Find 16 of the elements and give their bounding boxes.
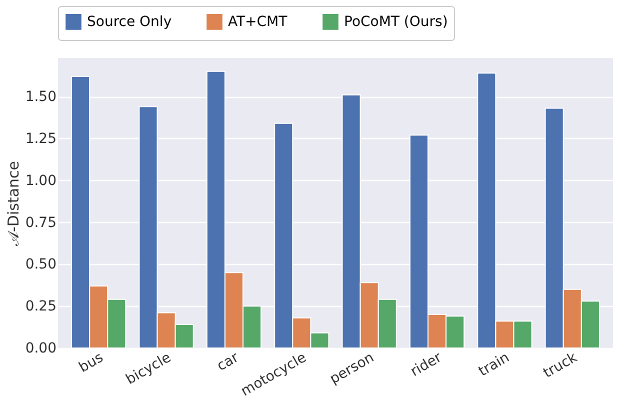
- y-tick-label: 0.25: [25, 298, 56, 315]
- y-tick-label: 0.00: [25, 340, 56, 356]
- legend-label: AT+CMT: [228, 14, 288, 30]
- y-tick-label: 0.50: [25, 256, 56, 273]
- y-tick-label: 1.25: [25, 130, 56, 147]
- legend-label: Source Only: [87, 14, 172, 30]
- x-tick-label: bus: [76, 350, 106, 376]
- y-tick-label: 1.50: [25, 89, 56, 106]
- x-tick-label: truck: [540, 349, 581, 382]
- x-tick-label: rider: [408, 350, 445, 380]
- y-axis-title: 𝒜-Distance: [4, 160, 22, 246]
- x-tick-label: car: [214, 350, 242, 375]
- y-tick-label: 1.00: [25, 172, 56, 189]
- x-tick-label: train: [476, 350, 512, 380]
- y-tick-label: 0.75: [25, 214, 56, 231]
- legend-label: PoCoMT (Ours): [344, 14, 448, 30]
